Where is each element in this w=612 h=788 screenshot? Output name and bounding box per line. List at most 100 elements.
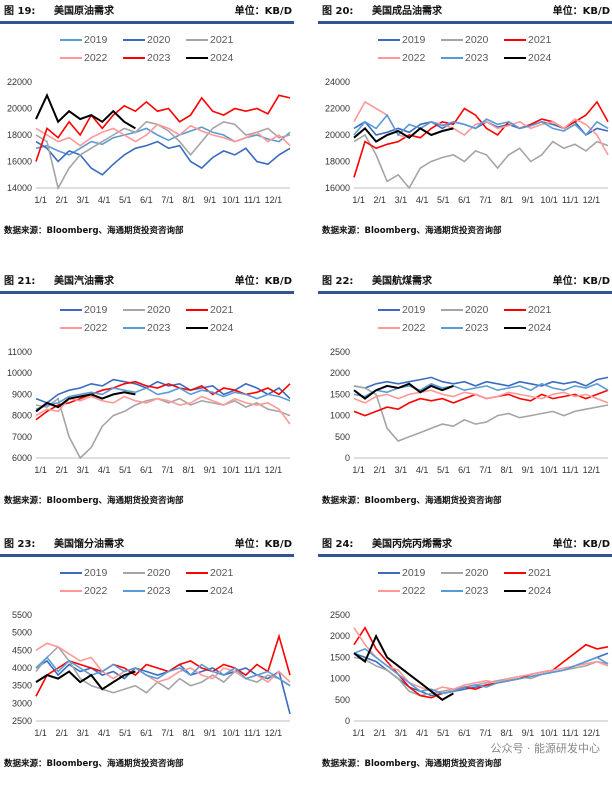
legend-swatch xyxy=(123,572,145,574)
series-line-2024 xyxy=(353,126,454,143)
series-line-2020 xyxy=(353,385,609,442)
legend-item: 2022 xyxy=(378,322,441,334)
x-tick-label: 4/1 xyxy=(98,195,111,205)
legend-swatch xyxy=(378,309,400,311)
line-chart: 0 500 1000 1500 2000 2500 1/1 2/1 3/1 4/1 5/1 6/1 7/… xyxy=(330,347,609,475)
line-chart: 16000 18000 20000 22000 24000 1/1 2/1 3/1 4/1 5/1… xyxy=(325,77,609,205)
series-line-2019 xyxy=(35,659,291,715)
legend-label: 2020 xyxy=(465,304,489,316)
x-tick-label: 6/1 xyxy=(458,728,471,738)
x-tick-label: 3/1 xyxy=(77,728,90,738)
legend-swatch xyxy=(504,39,526,41)
y-tick-label: 20000 xyxy=(7,104,32,114)
x-tick-label: 9/1 xyxy=(204,195,217,205)
legend-label: 2024 xyxy=(528,585,552,597)
chart-header: 图 23: 美国馏分油需求 单位：KB/D xyxy=(4,535,292,551)
y-tick-label: 16000 xyxy=(7,157,32,167)
chart-title: 美国航煤需求 xyxy=(372,276,432,287)
legend-item: 2019 xyxy=(378,567,441,579)
x-tick-label: 9/1 xyxy=(204,728,217,738)
legend-item: 2023 xyxy=(123,322,186,334)
legend-label: 2019 xyxy=(84,34,108,46)
y-tick-label: 2500 xyxy=(330,610,350,620)
legend-swatch xyxy=(504,327,526,329)
legend: 2019 2020 2021 2022 2023 2024 xyxy=(60,567,250,597)
legend-swatch xyxy=(504,590,526,592)
legend-item: 2023 xyxy=(441,585,504,597)
x-tick-label: 11/1 xyxy=(244,465,261,475)
series-line-2024 xyxy=(35,92,136,130)
legend-swatch xyxy=(441,572,463,574)
x-tick-label: 5/1 xyxy=(437,465,450,475)
legend-label: 2019 xyxy=(84,304,108,316)
x-tick-label: 5/1 xyxy=(119,195,132,205)
legend-item: 2020 xyxy=(123,567,186,579)
source-note: 数据来源：Bloomberg、海通期货投资咨询部 xyxy=(322,226,502,236)
legend-label: 2023 xyxy=(465,322,489,334)
header-rule xyxy=(0,291,294,294)
x-tick-label: 10/1 xyxy=(222,195,240,205)
legend-swatch xyxy=(441,39,463,41)
unit-label: 单位：KB/D xyxy=(552,539,610,550)
legend-swatch xyxy=(186,309,208,311)
y-tick-label: 0 xyxy=(345,716,350,726)
legend-swatch xyxy=(60,590,82,592)
legend-item: 2024 xyxy=(504,585,567,597)
x-tick-label: 5/1 xyxy=(119,728,132,738)
x-tick-label: 5/1 xyxy=(437,195,450,205)
x-tick-label: 5/1 xyxy=(119,465,132,475)
source-note: 数据来源：Bloomberg、海通期货投资咨询部 xyxy=(4,759,184,769)
legend-item: 2022 xyxy=(378,585,441,597)
x-tick-label: 6/1 xyxy=(140,728,153,738)
x-tick-label: 6/1 xyxy=(458,465,471,475)
legend-swatch xyxy=(504,309,526,311)
x-tick-label: 1/1 xyxy=(34,728,47,738)
x-tick-label: 1/1 xyxy=(352,728,365,738)
legend-swatch xyxy=(60,572,82,574)
x-tick-label: 2/1 xyxy=(55,195,68,205)
x-tick-label: 8/1 xyxy=(500,465,513,475)
legend-label: 2021 xyxy=(528,34,552,46)
legend-label: 2024 xyxy=(210,52,234,64)
chart-title: 美国原油需求 xyxy=(54,6,114,17)
y-tick-label: 10000 xyxy=(7,368,32,378)
x-tick-label: 8/1 xyxy=(182,465,195,475)
legend-item: 2020 xyxy=(441,34,504,46)
y-tick-label: 1500 xyxy=(330,389,350,399)
source-note: 数据来源：Bloomberg、海通期货投资咨询部 xyxy=(322,496,502,506)
legend-label: 2020 xyxy=(147,304,171,316)
series-line-2023 xyxy=(353,382,609,398)
unit-label: 单位：KB/D xyxy=(234,6,292,17)
legend-swatch xyxy=(441,327,463,329)
unit-label: 单位：KB/D xyxy=(552,6,610,17)
figure-number: 图 23: xyxy=(4,539,36,550)
series-line-2020 xyxy=(35,397,291,460)
series-line-2020 xyxy=(35,645,291,694)
x-tick-label: 4/1 xyxy=(416,195,429,205)
y-tick-label: 1500 xyxy=(330,652,350,662)
x-tick-label: 11/1 xyxy=(562,465,579,475)
line-chart: 6000 7000 8000 9000 10000 11000 1/1 2/1 3/1 4/1 5/… xyxy=(7,347,291,475)
x-tick-label: 9/1 xyxy=(522,195,535,205)
legend-item: 2019 xyxy=(60,34,123,46)
legend-label: 2019 xyxy=(402,304,426,316)
legend-item: 2020 xyxy=(123,304,186,316)
x-tick-label: 7/1 xyxy=(161,728,174,738)
x-tick-label: 10/1 xyxy=(540,728,558,738)
legend-swatch xyxy=(378,590,400,592)
series-line-2023 xyxy=(35,94,291,162)
legend-label: 2024 xyxy=(210,585,234,597)
series-line-2022 xyxy=(353,389,609,404)
legend-item: 2023 xyxy=(441,52,504,64)
legend-label: 2024 xyxy=(528,52,552,64)
legend-swatch xyxy=(504,57,526,59)
chart-title: 美国馏分油需求 xyxy=(54,539,124,550)
x-tick-label: 12/1 xyxy=(265,728,283,738)
x-tick-label: 9/1 xyxy=(204,465,217,475)
legend: 2019 2020 2021 2022 2023 2024 xyxy=(60,34,250,64)
y-tick-label: 14000 xyxy=(7,183,32,193)
unit-label: 单位：KB/D xyxy=(552,276,610,287)
x-tick-label: 1/1 xyxy=(34,465,47,475)
y-tick-label: 4000 xyxy=(12,663,32,673)
y-tick-label: 6000 xyxy=(12,453,32,463)
